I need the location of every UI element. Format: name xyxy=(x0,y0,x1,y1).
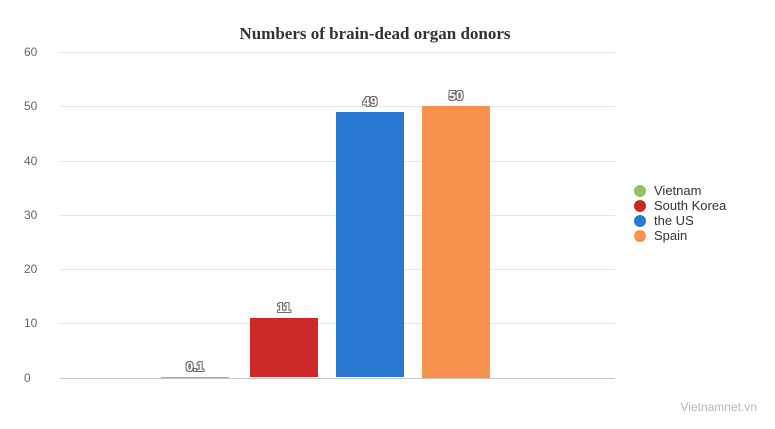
legend: Vietnam South Korea the US Spain xyxy=(634,183,726,243)
x-axis-line xyxy=(60,377,615,379)
y-gridline xyxy=(60,106,615,108)
legend-item-the-us[interactable]: the US xyxy=(634,213,726,228)
legend-marker-vietnam xyxy=(634,184,646,197)
bar-value-label-south-korea: 11 xyxy=(277,299,291,315)
legend-label-the-us: the US xyxy=(654,213,694,228)
y-tick-label: 60 xyxy=(24,45,38,59)
y-tick-label: 20 xyxy=(24,262,38,276)
legend-item-south-korea[interactable]: South Korea xyxy=(634,198,726,213)
y-tick-label: 40 xyxy=(24,153,38,168)
bar-vietnam[interactable] xyxy=(161,376,229,378)
watermark: Vietnamnet.vn xyxy=(680,400,758,414)
legend-marker-the-us xyxy=(634,214,646,227)
bar-value-label-the-us: 49 xyxy=(362,93,378,109)
legend-label-spain: Spain xyxy=(654,228,688,243)
bar-spain[interactable] xyxy=(422,106,490,378)
legend-label-south-korea: South Korea xyxy=(654,198,727,213)
chart-title: Numbers of brain-dead organ donors xyxy=(239,24,511,43)
bar-value-label-spain: 50 xyxy=(448,88,464,104)
bar-south-korea[interactable] xyxy=(250,317,318,378)
legend-item-spain[interactable]: Spain xyxy=(634,228,726,243)
y-tick-label: 0 xyxy=(24,370,31,385)
legend-marker-south-korea xyxy=(634,199,646,212)
y-tick-label: 30 xyxy=(24,207,38,222)
bar-value-label-vietnam: 0.1 xyxy=(185,358,205,374)
legend-marker-spain xyxy=(634,229,646,242)
bar-the-us[interactable] xyxy=(336,111,404,378)
y-gridline xyxy=(60,52,615,53)
y-tick-label: 10 xyxy=(24,316,38,331)
legend-item-vietnam[interactable]: Vietnam xyxy=(634,183,726,198)
y-tick-label: 50 xyxy=(24,99,38,114)
legend-label-vietnam: Vietnam xyxy=(654,183,702,198)
